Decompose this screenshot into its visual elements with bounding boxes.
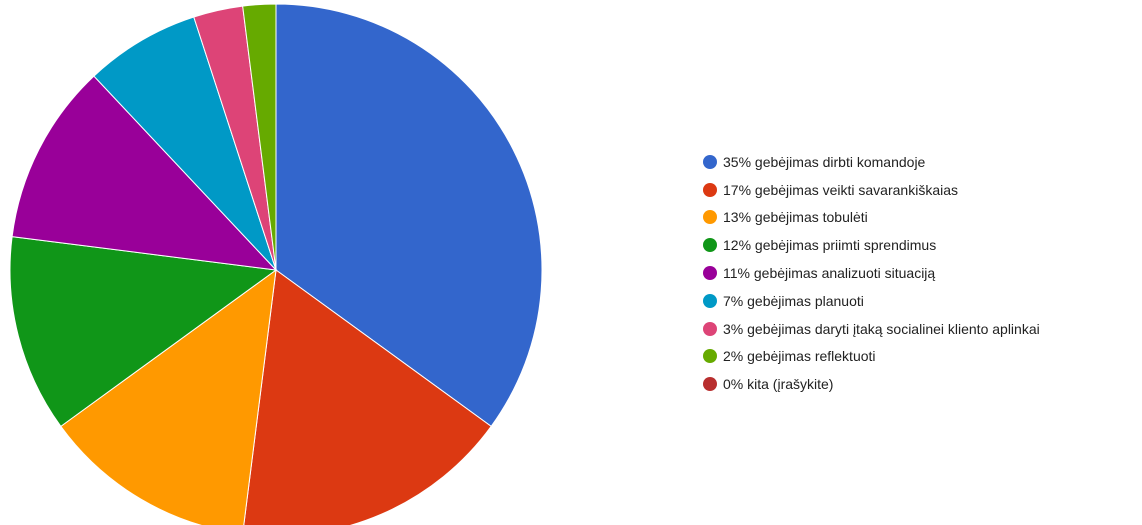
legend-swatch-1 [703, 182, 717, 197]
legend-label-6: 3% gebėjimas daryti įtaką socialinei kli… [723, 320, 1040, 337]
legend-label-0: 35% gebėjimas dirbti komandoje [723, 153, 926, 170]
legend-swatch-0 [703, 154, 717, 169]
legend-label-2: 13% gebėjimas tobulėti [723, 209, 868, 226]
legend-swatch-3 [703, 238, 717, 253]
pie-slice-4[interactable] [11, 75, 278, 271]
legend-item-4[interactable]: 11% gebėjimas analizuoti situaciją [703, 259, 1133, 287]
legend-label-5: 7% gebėjimas planuoti [723, 292, 864, 309]
pie-slice-7[interactable] [242, 3, 277, 271]
pie-chart [9, 3, 543, 525]
chart-legend: 35% gebėjimas dirbti komandoje 17% gebėji… [703, 148, 1133, 398]
legend-swatch-6 [703, 321, 717, 336]
pie-slice-1[interactable] [243, 269, 492, 525]
pie-slice-3[interactable] [9, 236, 278, 428]
legend-item-2[interactable]: 13% gebėjimas tobulėti [703, 204, 1133, 232]
legend-item-8[interactable]: 0% kita (įrašykite) [703, 370, 1133, 398]
legend-swatch-4 [703, 266, 717, 281]
pie-slice-2[interactable] [60, 268, 277, 525]
pie-slice-0[interactable] [275, 3, 543, 428]
pie-slice-5[interactable] [93, 16, 277, 271]
legend-label-4: 11% gebėjimas analizuoti situaciją [723, 265, 936, 282]
legend-item-1[interactable]: 17% gebėjimas veikti savarankiškaias [703, 176, 1133, 204]
legend-swatch-2 [703, 210, 717, 225]
legend-item-3[interactable]: 12% gebėjimas priimti sprendimus [703, 231, 1133, 259]
legend-swatch-8 [703, 377, 717, 392]
legend-swatch-5 [703, 293, 717, 308]
legend-item-7[interactable]: 2% gebėjimas reflektuoti [703, 343, 1133, 371]
legend-label-1: 17% gebėjimas veikti savarankiškaias [723, 181, 958, 198]
legend-label-7: 2% gebėjimas reflektuoti [723, 348, 876, 365]
legend-item-0[interactable]: 35% gebėjimas dirbti komandoje [703, 148, 1133, 176]
legend-label-8: 0% kita (įrašykite) [723, 376, 834, 393]
legend-swatch-7 [703, 349, 717, 364]
legend-item-5[interactable]: 7% gebėjimas planuoti [703, 287, 1133, 315]
legend-item-6[interactable]: 3% gebėjimas daryti įtaką socialinei kli… [703, 315, 1133, 343]
legend-label-3: 12% gebėjimas priimti sprendimus [723, 237, 937, 254]
